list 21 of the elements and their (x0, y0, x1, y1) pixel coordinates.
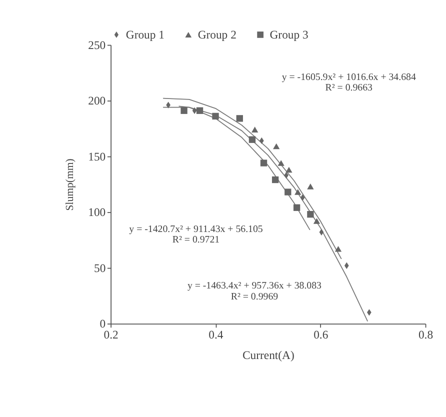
legend-label: Group 3 (270, 28, 308, 42)
annotation: R² = 0.9969 (230, 291, 278, 302)
legend-label: Group 2 (198, 28, 237, 42)
x-axis-title: Current(A) (242, 349, 294, 362)
y-axis-title: Slump(mm) (64, 158, 76, 211)
y-tick-label: 200 (88, 94, 106, 108)
annotation: R² = 0.9721 (172, 234, 220, 246)
y-tick-label: 0 (100, 318, 106, 331)
annotation: y = -1420.7x² + 911.43x + 56.105 (129, 224, 263, 235)
x-tick-label: 0.4 (208, 328, 224, 342)
y-tick-label: 250 (88, 38, 106, 52)
y-tick-label: 150 (88, 150, 106, 164)
legend-label: Group 1 (126, 28, 165, 42)
annotation: y = -1463.4x² + 957.36x + 38.083 (187, 280, 322, 292)
y-tick-label: 100 (88, 206, 106, 220)
x-tick-label: 0.8 (418, 328, 434, 342)
x-tick-label: 0.6 (314, 328, 328, 342)
annotation: R² = 0.9663 (325, 82, 373, 94)
y-tick-label: 50 (94, 262, 106, 275)
x-tick-label: 0.2 (104, 328, 119, 342)
annotation: y = -1605.9x² + 1016.6x + 34.684 (282, 72, 416, 83)
